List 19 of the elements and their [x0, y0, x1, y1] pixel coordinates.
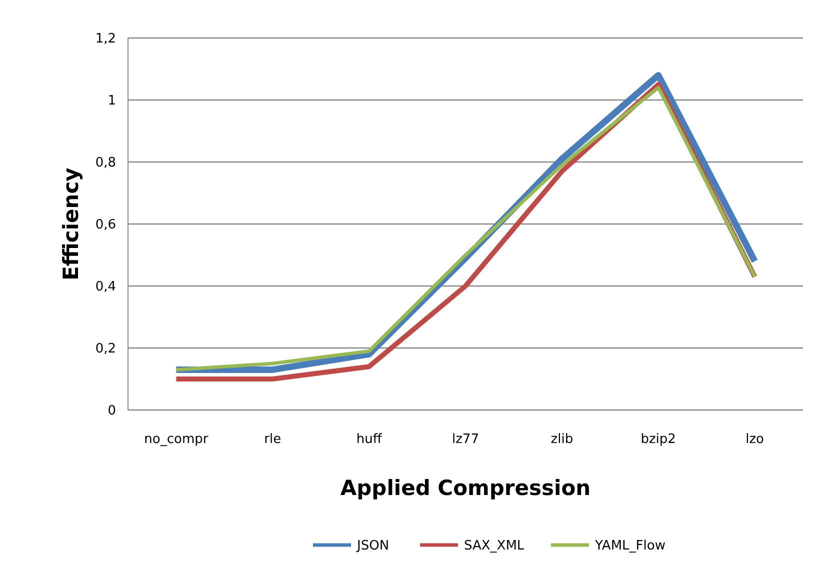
x-tick-label: lzo [746, 432, 764, 447]
x-tick-label: no_compr [144, 432, 209, 447]
x-axis-title: Applied Compression [340, 476, 591, 500]
y-axis-title: Efficiency [59, 167, 83, 280]
y-tick-label: 0,6 [95, 218, 116, 233]
legend-label: JSON [356, 538, 390, 554]
y-tick-label: 0 [108, 404, 116, 419]
x-tick-label: huff [356, 432, 383, 447]
x-tick-label: bzip2 [640, 432, 676, 447]
legend-label: SAX_XML [464, 538, 525, 554]
x-tick-label: rle [264, 432, 282, 447]
x-tick-label: zlib [550, 432, 574, 447]
y-tick-label: 1 [108, 94, 116, 109]
y-tick-label: 0,8 [95, 156, 116, 171]
y-tick-label: 1,2 [95, 32, 116, 47]
y-tick-label: 0,2 [95, 342, 116, 357]
x-tick-label: lz77 [452, 432, 479, 447]
legend-label: YAML_Flow [594, 538, 666, 554]
y-tick-label: 0,4 [95, 280, 116, 295]
